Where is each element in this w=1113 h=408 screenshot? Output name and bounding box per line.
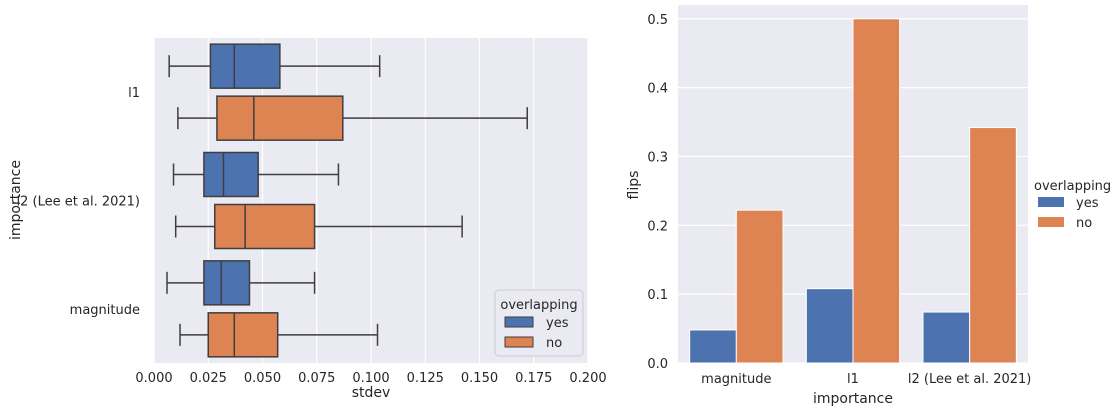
bar-y-tick-label: 0.2	[647, 219, 668, 234]
boxplot-x-tick-label: 0.000	[135, 371, 172, 386]
boxplot-legend-label-yes: yes	[546, 316, 569, 331]
bar-x-axis-label: importance	[813, 391, 893, 407]
bar-y-axis-label: flips	[626, 171, 642, 200]
boxplot-y-axis-label: importance	[8, 160, 24, 240]
box-no	[174, 203, 463, 250]
bar-legend-label-yes: yes	[1076, 196, 1099, 211]
boxplot-panel: 0.000 0.025 0.050 0.075 0.100 0.125 0.150 0.175…	[8, 38, 607, 401]
boxplot-x-tick-labels: 0.000 0.025 0.050 0.075 0.100 0.125 0.150 0.175…	[135, 371, 606, 386]
boxplot-x-tick-label: 0.075	[298, 371, 335, 386]
bar-panel: magnitude l1 l2 (Lee et al. 2021) 0.00.10.…	[626, 5, 1111, 407]
boxplot-x-tick-label: 0.150	[461, 371, 498, 386]
bar-x-tick-label: l1	[847, 372, 859, 387]
boxplot-legend: overlapping yes no	[494, 289, 584, 357]
boxplot-x-tick-label: 0.200	[569, 371, 606, 386]
bar-legend: overlapping yes no	[1034, 179, 1111, 231]
box-yes	[172, 151, 340, 198]
bar-yes-0	[689, 329, 737, 364]
bar-no-1	[852, 18, 901, 364]
box-yes	[168, 43, 381, 89]
boxplot-legend-swatch-no	[504, 336, 534, 348]
bar-legend-swatch-no	[1038, 217, 1064, 227]
bar-y-tick-labels: 0.0 0.1 0.2 0.3 0.4 0.5	[647, 13, 668, 372]
box-iqr	[203, 260, 251, 306]
boxplot-x-tick-label: 0.050	[244, 371, 281, 386]
bar-no-2	[969, 127, 1017, 364]
bar-legend-label-no: no	[1076, 216, 1092, 231]
boxplot-x-tick-label: 0.100	[352, 371, 389, 386]
box-yes	[166, 260, 316, 306]
bar-y-tick-label: 0.4	[647, 82, 668, 97]
bar-y-tick-label: 0.1	[647, 288, 668, 303]
box-iqr	[207, 312, 279, 358]
boxplot-y-tick-labels: l1 l2 (Lee et al. 2021) magnitude	[17, 86, 140, 318]
bar-yes-2	[922, 311, 971, 364]
bar-y-tick-label: 0.3	[647, 150, 668, 165]
boxplot-y-tick-label: magnitude	[70, 303, 140, 318]
boxplot-legend-title: overlapping	[500, 298, 577, 313]
bar-x-tick-labels: magnitude l1 l2 (Lee et al. 2021)	[701, 372, 1031, 387]
bar-x-tick-label: l2 (Lee et al. 2021)	[908, 372, 1031, 387]
boxplot-legend-swatch-yes	[504, 316, 534, 328]
box-iqr	[203, 151, 259, 198]
boxplot-x-tick-label: 0.025	[190, 371, 227, 386]
boxplot-x-tick-label: 0.125	[407, 371, 444, 386]
bar-yes-1	[805, 288, 854, 364]
bar-legend-title: overlapping	[1034, 179, 1111, 194]
box-no	[179, 312, 379, 358]
bar-y-tick-label: 0.0	[647, 357, 668, 372]
boxplot-legend-label-no: no	[546, 336, 562, 351]
bar-y-tick-label: 0.5	[647, 13, 668, 28]
boxplot-marks	[166, 43, 528, 358]
box-no	[177, 95, 528, 141]
box-iqr	[209, 43, 281, 89]
boxplot-grid	[153, 38, 589, 363]
bar-x-tick-label: magnitude	[701, 372, 771, 387]
boxplot-y-tick-label: l2 (Lee et al. 2021)	[17, 195, 140, 210]
box-iqr	[216, 95, 344, 141]
boxplot-x-axis-label: stdev	[352, 385, 391, 401]
bar-legend-swatch-yes	[1038, 197, 1064, 207]
bar-marks	[689, 18, 1017, 364]
boxplot-x-tick-label: 0.175	[515, 371, 552, 386]
boxplot-y-tick-label: l1	[128, 86, 140, 101]
bar-no-0	[735, 209, 784, 364]
box-iqr	[214, 203, 316, 250]
